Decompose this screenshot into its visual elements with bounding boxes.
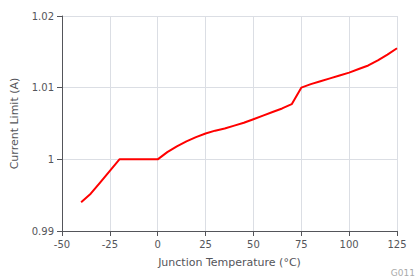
svg-text:0: 0 — [155, 239, 161, 250]
svg-text:1: 1 — [48, 154, 54, 165]
svg-text:125: 125 — [387, 239, 406, 250]
svg-text:-50: -50 — [54, 239, 70, 250]
svg-text:1.01: 1.01 — [32, 82, 54, 93]
svg-text:100: 100 — [340, 239, 359, 250]
svg-text:Current Limit (A): Current Limit (A) — [8, 78, 21, 170]
svg-text:Junction Temperature (°C): Junction Temperature (°C) — [157, 256, 301, 269]
svg-text:75: 75 — [295, 239, 308, 250]
svg-text:-25: -25 — [102, 239, 118, 250]
svg-text:1.02: 1.02 — [32, 11, 54, 22]
svg-text:50: 50 — [247, 239, 260, 250]
svg-text:G011: G011 — [391, 268, 415, 278]
svg-text:0.99: 0.99 — [32, 226, 54, 237]
svg-text:25: 25 — [199, 239, 212, 250]
